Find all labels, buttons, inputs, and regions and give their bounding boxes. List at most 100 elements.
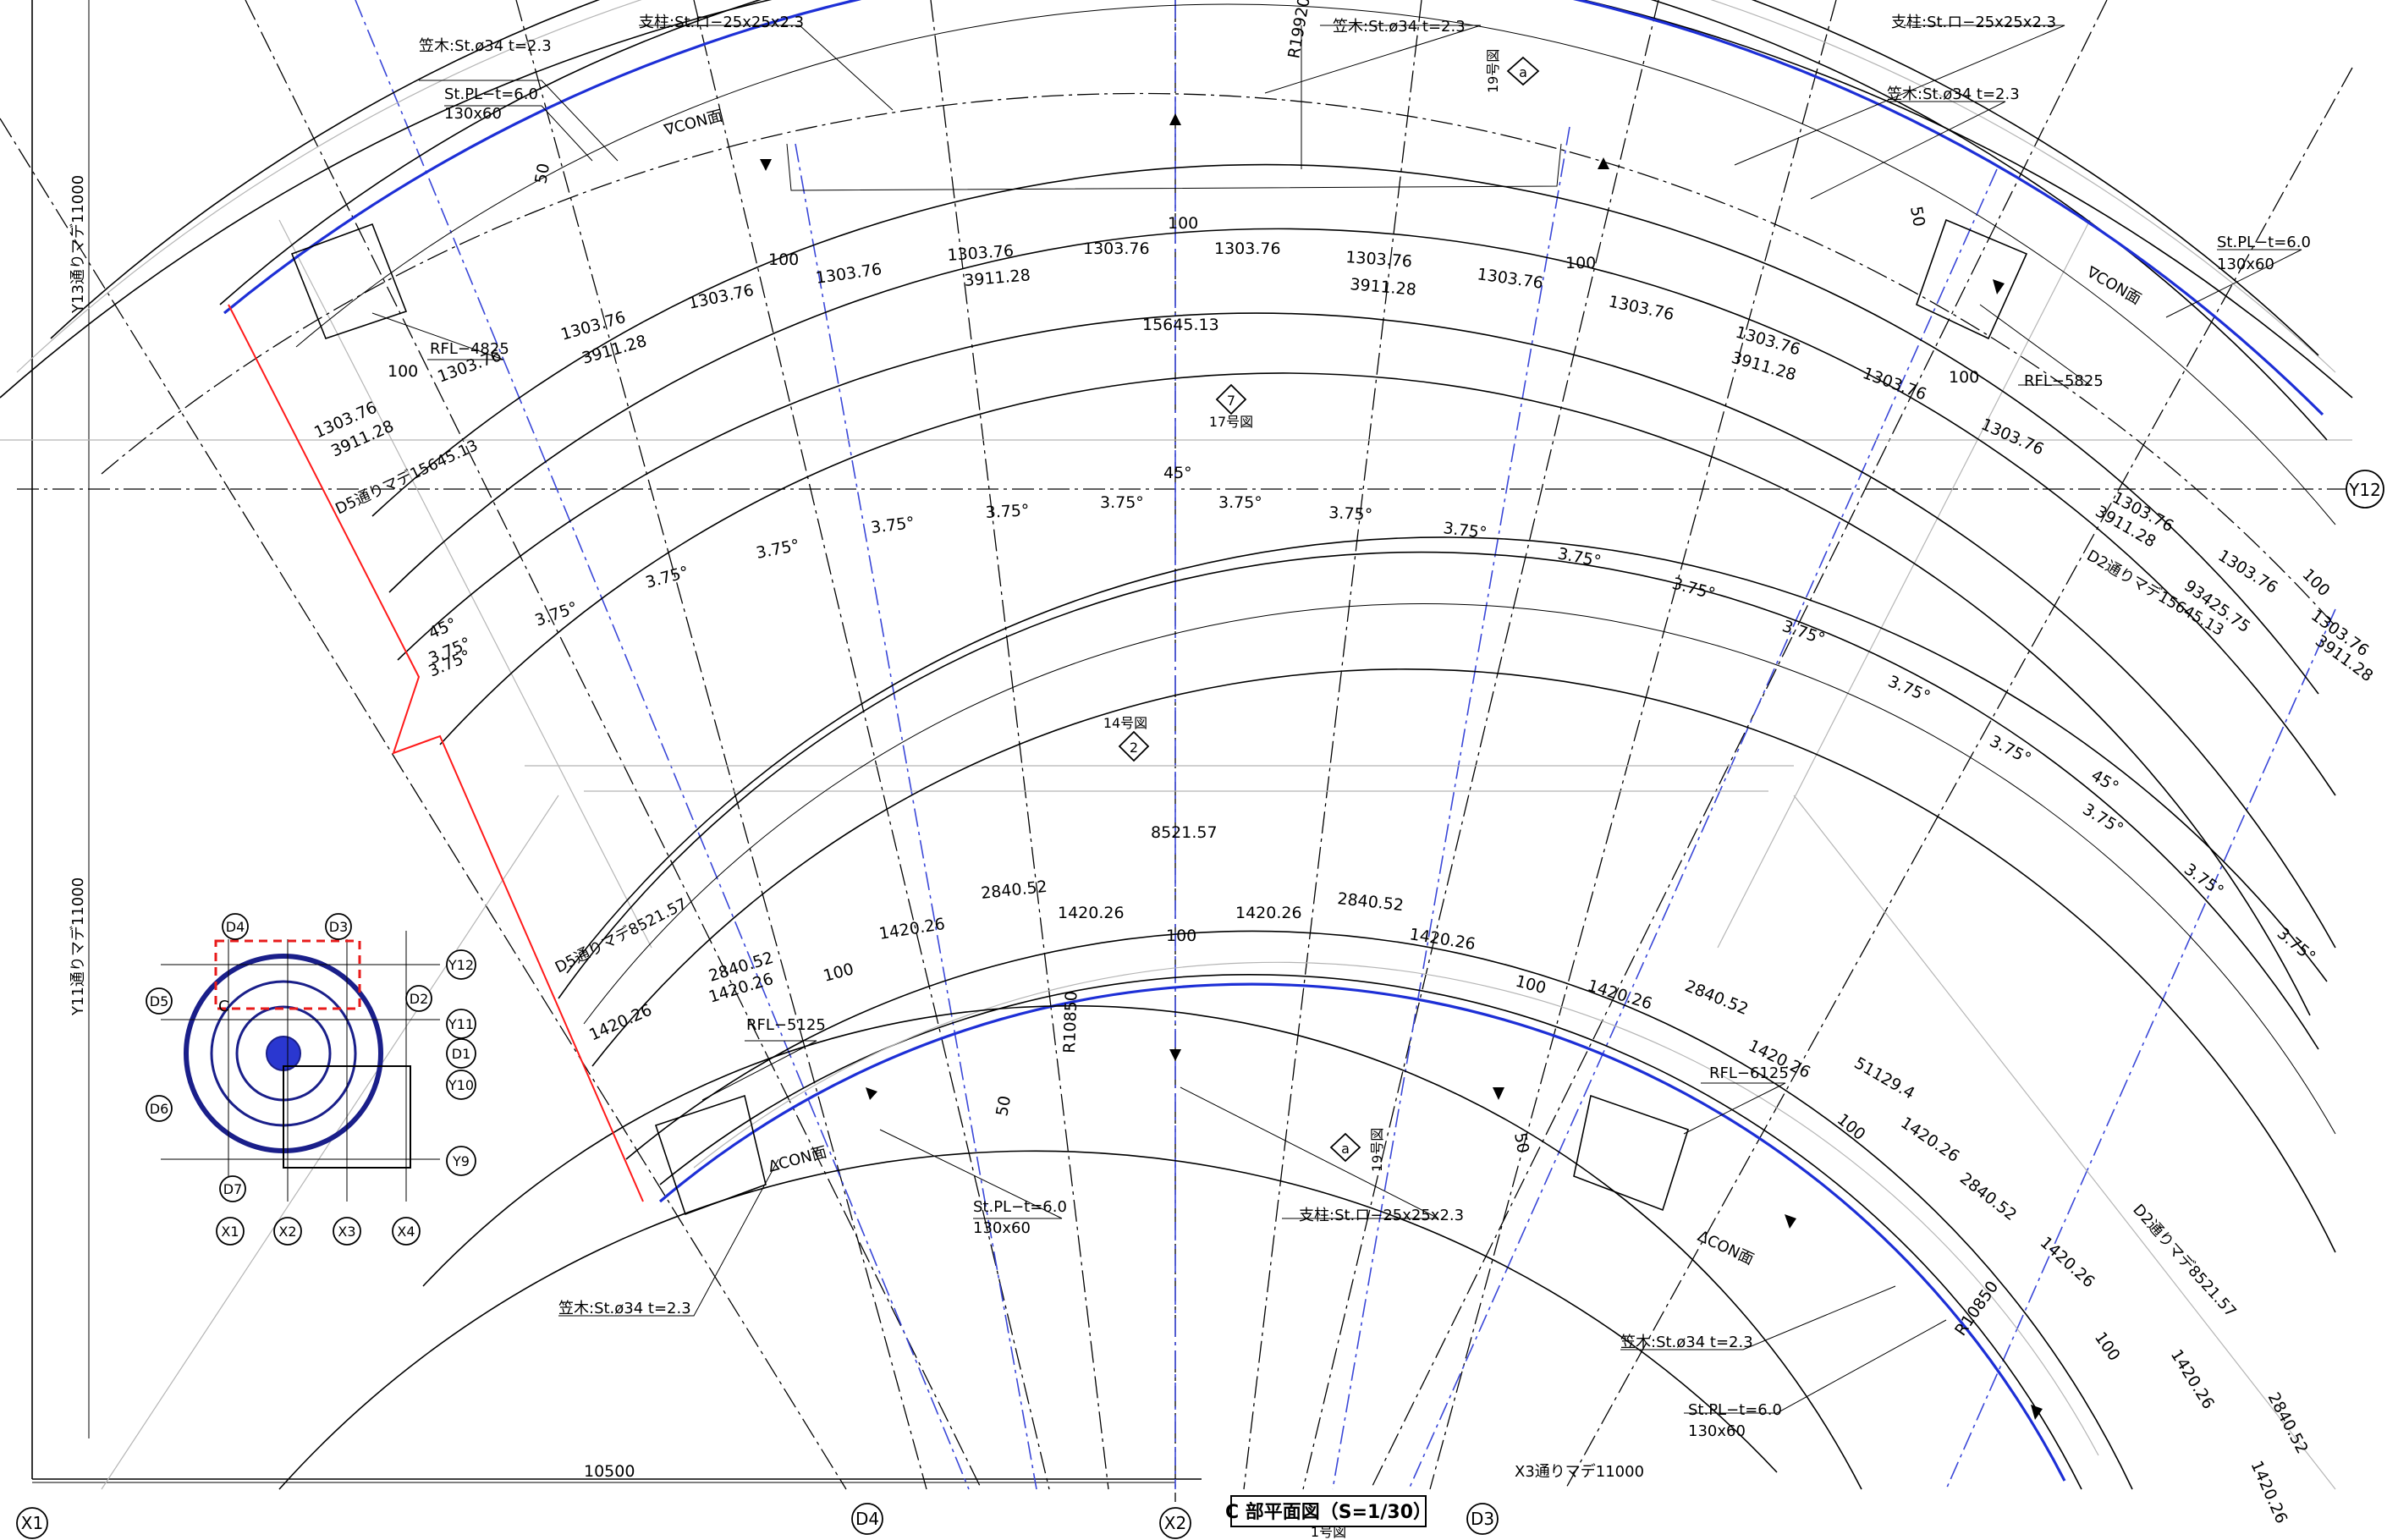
callout-stpl-tr-size: 130x60 [2217, 256, 2274, 273]
key-plan-bubble-y9: Y9 [446, 1146, 476, 1176]
key-plan-bubble-x3: X3 [333, 1217, 361, 1246]
svg-text:7: 7 [1227, 393, 1235, 409]
svg-text:1303.76: 1303.76 [947, 242, 1015, 265]
grid-bubble-d4: D4 [851, 1503, 883, 1535]
svg-text:1420.26: 1420.26 [2247, 1458, 2291, 1526]
svg-text:1420.26: 1420.26 [1235, 904, 1302, 922]
callout-stpl-br-size: 130x60 [1688, 1422, 1746, 1440]
svg-text:1420.26: 1420.26 [877, 915, 946, 943]
svg-text:D6: D6 [150, 1101, 169, 1117]
svg-text:14号図: 14号図 [1103, 715, 1147, 731]
svg-text:3.75°: 3.75° [870, 514, 916, 537]
svg-text:Y9: Y9 [452, 1153, 470, 1169]
section-ref-19-bottom: a 19号図 [1329, 1128, 1385, 1172]
svg-text:Y12: Y12 [2348, 480, 2381, 500]
svg-text:X1: X1 [21, 1513, 43, 1533]
drawing-title: C 部平面図（S=1/30） [1225, 1501, 1432, 1523]
key-plan-bubble-d7: D7 [219, 1175, 246, 1202]
svg-text:1303.76: 1303.76 [1345, 248, 1413, 271]
callout-kasagi-top2: 笠木:St.ø34 t=2.3 [1333, 18, 1466, 36]
svg-text:50: 50 [993, 1094, 1015, 1118]
svg-text:100: 100 [1834, 1110, 1869, 1144]
section-ref-19-top: a 19号図 [1485, 49, 1540, 93]
lower-arcs [278, 536, 2336, 1490]
grid-bubble-x2: X2 [1159, 1507, 1191, 1539]
column-markers [760, 113, 2043, 1420]
gray-construction-lines [0, 219, 2352, 1490]
callout-con-top-l: ∇CON面 [662, 107, 724, 140]
svg-text:100: 100 [822, 960, 856, 986]
dim-y11: Y11通りマデ11000 [69, 877, 87, 1016]
svg-text:100: 100 [388, 362, 418, 381]
svg-text:1303.76: 1303.76 [1083, 239, 1150, 258]
svg-text:D5: D5 [150, 993, 169, 1009]
svg-text:17号図: 17号図 [1209, 414, 1253, 430]
svg-text:D3: D3 [329, 919, 349, 935]
radius-label-outer: R19920 [1284, 0, 1313, 60]
svg-text:51129.4: 51129.4 [1851, 1053, 1918, 1103]
dim-y13: Y13通りマデ11000 [69, 175, 87, 314]
svg-text:3.75°: 3.75° [1442, 519, 1488, 542]
svg-text:2840.52: 2840.52 [1956, 1169, 2020, 1225]
svg-text:X1: X1 [221, 1224, 239, 1240]
svg-text:3911.28: 3911.28 [964, 266, 1031, 290]
callout-con-bot-l: ΔCON面 [767, 1143, 829, 1176]
callout-rfl-5125: RFL−5125 [746, 1016, 826, 1034]
section-ref-17: 7 17号図 [1209, 383, 1253, 430]
callout-con-top-r: ∇CON面 [2083, 263, 2144, 309]
callout-rfl-4825: RFL−4825 [430, 340, 509, 358]
svg-text:100: 100 [1166, 927, 1196, 945]
leader-lines [371, 25, 2302, 1414]
break-line [228, 304, 644, 1202]
callout-stpl-br: St.PL−t=6.0 [1688, 1401, 1782, 1419]
svg-text:3.75°: 3.75° [1885, 672, 1933, 706]
svg-text:1303.76: 1303.76 [1214, 239, 1281, 258]
grid-bubble-d3: D3 [1466, 1503, 1499, 1535]
svg-text:D3: D3 [1471, 1509, 1494, 1529]
svg-text:1303.76: 1303.76 [686, 281, 755, 313]
svg-text:X4: X4 [397, 1224, 415, 1240]
callout-stpl-tl: St.PL−t=6.0 [444, 85, 538, 103]
callout-rfl-5825: RFL−5825 [2024, 372, 2104, 390]
grid-bubble-x1: X1 [16, 1507, 48, 1539]
svg-text:1303.76: 1303.76 [815, 260, 883, 288]
svg-text:1303.76: 1303.76 [1978, 415, 2047, 459]
callout-kasagi-top3: 笠木:St.ø34 t=2.3 [1887, 85, 2020, 103]
key-plan-label-c: C [218, 998, 229, 1015]
key-plan-bubble-x2: X2 [273, 1217, 302, 1246]
svg-text:a: a [1341, 1141, 1350, 1157]
svg-text:1303.76: 1303.76 [2214, 547, 2280, 597]
upper-arcs [0, 0, 2353, 1016]
svg-text:50: 50 [1510, 1131, 1532, 1155]
svg-text:1420.26: 1420.26 [2037, 1233, 2098, 1291]
callout-stpl-bl-size: 130x60 [973, 1219, 1031, 1237]
key-plan-bubble-d5: D5 [146, 987, 173, 1015]
svg-text:50: 50 [531, 162, 553, 185]
callout-stpl-tl-size: 130x60 [444, 105, 502, 123]
drawing-title-ref: 1号図 [1311, 1524, 1346, 1540]
section-ref-14: 14号図 2 [1103, 715, 1150, 762]
svg-text:8521.57: 8521.57 [1151, 823, 1218, 842]
svg-text:100: 100 [1168, 214, 1198, 233]
svg-text:3.75°: 3.75° [2274, 924, 2319, 966]
title-box [1230, 1495, 1427, 1527]
svg-text:1420.26: 1420.26 [1586, 976, 1655, 1014]
svg-text:3.75°: 3.75° [1218, 493, 1262, 512]
key-plan-bubble-y12: Y12 [446, 949, 476, 980]
key-plan-bubble-d6: D6 [146, 1095, 173, 1122]
svg-text:100: 100 [2298, 565, 2333, 600]
key-plan-bubble-d1: D1 [446, 1038, 476, 1069]
svg-text:3911.28: 3911.28 [1350, 275, 1417, 300]
svg-text:2: 2 [1130, 740, 1138, 756]
svg-text:15645.13: 15645.13 [1142, 316, 1219, 334]
svg-text:100: 100 [768, 250, 799, 269]
svg-text:Y12: Y12 [448, 957, 474, 973]
svg-text:X3: X3 [338, 1224, 355, 1240]
key-plan-bubble-d2: D2 [405, 985, 432, 1012]
key-plan-bubble-d3: D3 [325, 913, 352, 940]
dim-bottom-left: 10500 [584, 1462, 635, 1481]
svg-text:3.75°: 3.75° [1987, 732, 2034, 768]
callout-con-bot-r: ΔCON面 [1695, 1227, 1757, 1268]
callout-stpl-bl: St.PL−t=6.0 [973, 1198, 1067, 1216]
